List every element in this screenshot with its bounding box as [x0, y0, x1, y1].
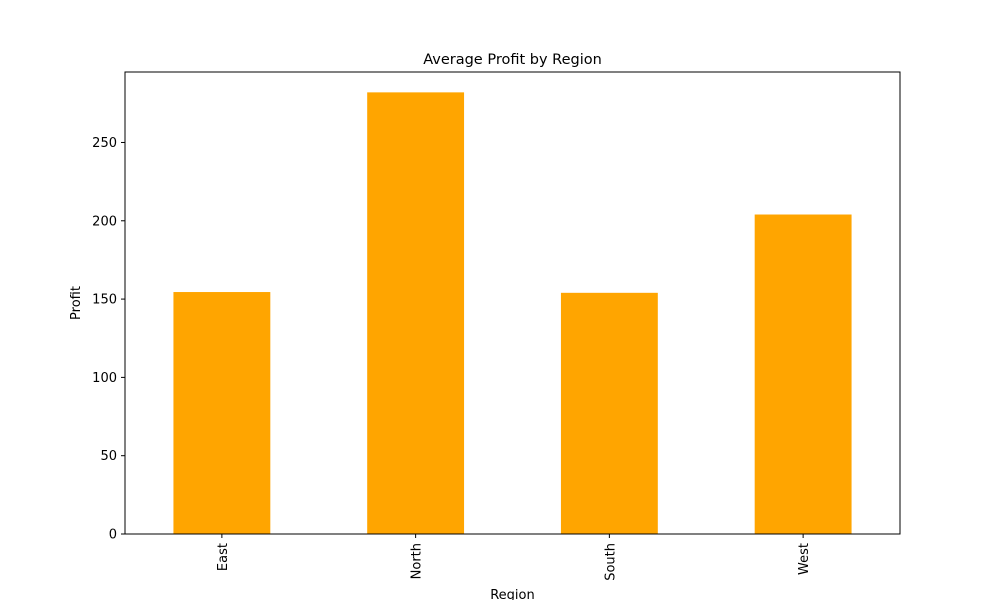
- x-tick-label: West: [797, 543, 812, 575]
- y-axis-label: Profit: [69, 286, 84, 320]
- x-axis-label: Region: [490, 588, 535, 600]
- bar-south: [560, 292, 658, 534]
- y-tick-label: 100: [92, 371, 117, 386]
- plot-area-frame: [124, 71, 901, 535]
- y-tick-label: 250: [92, 136, 117, 151]
- y-tick-label: 0: [109, 528, 117, 543]
- bars-layer: [173, 92, 852, 535]
- y-tick-label: 150: [92, 293, 117, 308]
- x-axis: East North South West: [216, 534, 812, 581]
- x-tick-label: East: [216, 543, 231, 571]
- y-tick-label: 50: [100, 449, 117, 464]
- bar-west: [754, 214, 852, 534]
- x-tick-label: South: [603, 543, 618, 581]
- chart-title: Average Profit by Region: [423, 52, 602, 68]
- bar-north: [367, 92, 465, 535]
- y-tick-label: 200: [92, 214, 117, 229]
- bar-east: [173, 292, 271, 534]
- y-axis: 0 50 100 150 200 250: [92, 136, 125, 543]
- x-tick-label: North: [410, 543, 425, 579]
